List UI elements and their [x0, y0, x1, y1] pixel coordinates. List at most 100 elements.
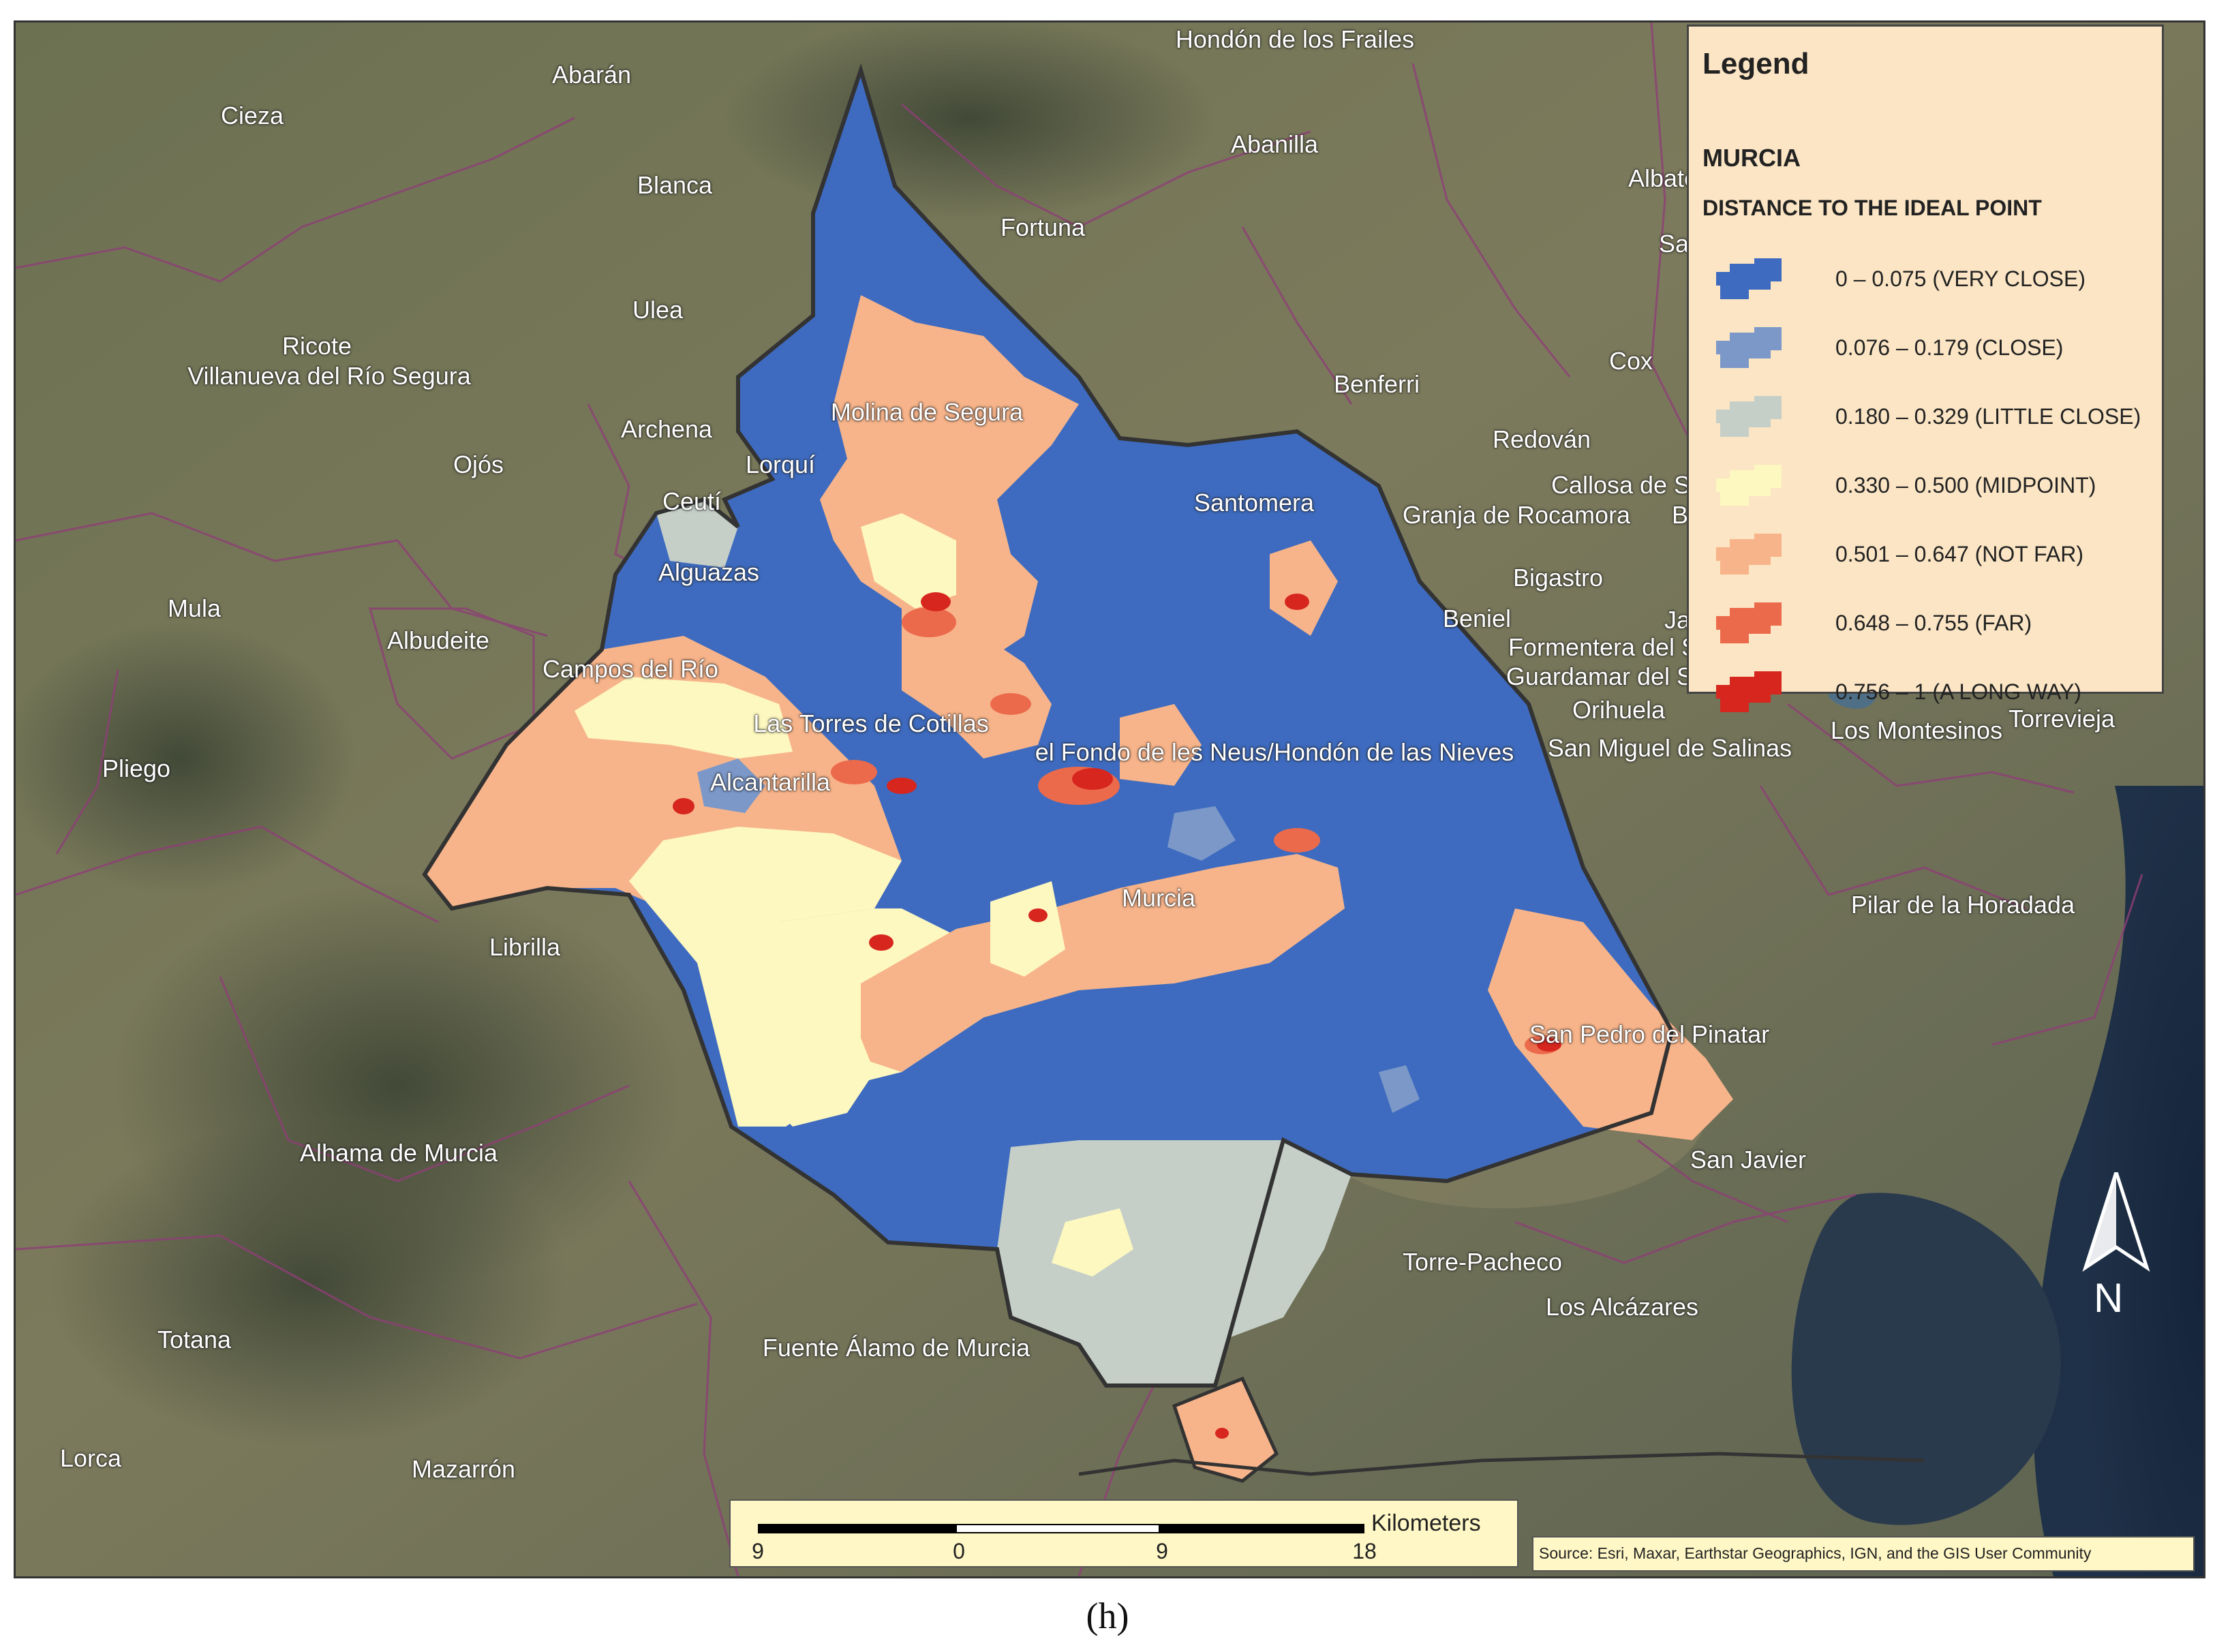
class-midpoint-area: [861, 513, 956, 609]
place-label: Albate: [1628, 164, 1698, 192]
class-midpoint-area: [990, 881, 1065, 977]
place-label: Totana: [157, 1326, 232, 1353]
class-close-patch: [1167, 806, 1236, 861]
legend-swatch: [1716, 534, 1782, 575]
legend-field-name: DISTANCE TO THE IDEAL POINT: [1702, 196, 2042, 220]
place-label: Alhama de Murcia: [299, 1139, 498, 1167]
legend-swatch: [1716, 327, 1782, 368]
terrain-shade: [724, 22, 1215, 220]
scale-bar: 9 0 9 18 Kilometers: [729, 1499, 1518, 1567]
place-label: Albudeite: [386, 626, 490, 654]
place-label: Fortuna: [1000, 213, 1086, 241]
place-label: Molina de Segura: [830, 398, 1024, 426]
place-label: Villanueva del Río Segura: [187, 362, 471, 390]
class-not-far-area: [861, 854, 1345, 1072]
legend-label: 0 – 0.075 (VERY CLOSE): [1835, 266, 2086, 291]
place-label: Mula: [167, 594, 222, 622]
place-label: Ricote: [281, 332, 352, 360]
scale-tick-label: 0: [953, 1539, 965, 1563]
legend-layer-name: MURCIA: [1702, 144, 1801, 172]
place-label: Granja de Rocamora: [1402, 501, 1631, 529]
lagoon: [1791, 1193, 2061, 1525]
place-label: Las Torres de Cotillas: [753, 709, 989, 737]
class-close-patch: [1379, 1065, 1420, 1113]
map-canvas[interactable]: [16, 22, 2203, 1576]
legend-item: 0.076 – 0.179 (CLOSE): [1716, 320, 2152, 375]
place-label: Santomera: [1193, 489, 1315, 517]
scale-tick-label: 9: [752, 1539, 764, 1563]
legend-item: 0.648 – 0.755 (FAR): [1716, 596, 2152, 650]
legend-swatch: [1716, 465, 1782, 506]
place-label: Archena: [620, 415, 713, 443]
class-long-way-patches: [673, 592, 1561, 1439]
place-label: San Javier: [1690, 1146, 1807, 1174]
place-label: Pilar de la Horadada: [1850, 891, 2075, 919]
terrain-shade: [16, 622, 356, 895]
scale-unit-label: Kilometers: [1371, 1510, 1481, 1536]
place-label: Torrevieja: [2008, 705, 2115, 733]
place-label: Lorquí: [745, 450, 816, 478]
legend-swatch: [1716, 396, 1782, 437]
place-label: Fuente Álamo de Murcia: [762, 1334, 1030, 1362]
legend-swatch: [1716, 671, 1782, 712]
legend-item: 0.180 – 0.329 (LITTLE CLOSE): [1716, 389, 2152, 444]
legend-item: 0.330 – 0.500 (MIDPOINT): [1716, 458, 2152, 513]
place-label: Los Alcázares: [1545, 1293, 1699, 1321]
scale-tick-label: 18: [1352, 1539, 1377, 1563]
place-label: San Miguel de Salinas: [1547, 734, 1792, 762]
place-label: Alcantarilla: [709, 768, 831, 796]
legend: Legend MURCIA DISTANCE TO THE IDEAL POIN…: [1687, 25, 2164, 712]
place-label: Abanilla: [1230, 130, 1319, 158]
class-little-close-area: [656, 500, 738, 568]
place-label: Abarán: [551, 61, 632, 89]
legend-swatch: [1716, 258, 1782, 299]
place-label: Librilla: [489, 933, 561, 961]
legend-label: 0.330 – 0.500 (MIDPOINT): [1835, 473, 2096, 498]
place-label: Blanca: [637, 171, 713, 199]
scale-segment: [758, 1524, 956, 1533]
legend-label: 0.648 – 0.755 (FAR): [1835, 611, 2032, 635]
class-midpoint-area: [731, 977, 874, 1127]
place-label: Cox: [1608, 347, 1653, 375]
legend-title: Legend: [1702, 47, 1809, 80]
class-not-far-area: [1270, 540, 1338, 636]
legend-item: 0.756 – 1 (A LONG WAY): [1716, 664, 2152, 719]
place-label: Orihuela: [1572, 696, 1666, 724]
north-arrow: N: [2079, 1166, 2154, 1329]
place-label: Callosa de S: [1550, 471, 1691, 499]
legend-label: 0.180 – 0.329 (LITTLE CLOSE): [1835, 404, 2141, 429]
place-label: Los Montesinos: [1830, 716, 2003, 744]
place-label: Hondón de los Frailes: [1175, 25, 1415, 53]
place-label: Ceutí: [662, 487, 722, 515]
legend-label: 0.756 – 1 (A LONG WAY): [1835, 679, 2082, 704]
legend-label: 0.501 – 0.647 (NOT FAR): [1835, 542, 2084, 566]
class-little-close-area: [997, 1140, 1351, 1386]
figure-caption: (h): [1086, 1595, 1129, 1636]
place-label: Pliego: [102, 754, 171, 782]
legend-label: 0.076 – 0.179 (CLOSE): [1835, 335, 2064, 360]
place-label: Cieza: [220, 102, 284, 129]
class-midpoint-area: [629, 827, 902, 963]
place-label: Campos del Río: [542, 655, 719, 683]
class-midpoint-area: [1052, 1208, 1133, 1276]
place-label: Torre-Pacheco: [1402, 1248, 1563, 1276]
place-label: Bigastro: [1512, 564, 1604, 592]
place-label: el Fondo de les Neus/Hondón de las Nieve…: [1035, 738, 1514, 766]
place-label: Lorca: [59, 1444, 122, 1472]
place-label: Alguazas: [658, 558, 760, 586]
source-attribution: Source: Esri, Maxar, Earthstar Geographi…: [1532, 1536, 2195, 1572]
legend-item: 0 – 0.075 (VERY CLOSE): [1716, 251, 2152, 306]
map-frame[interactable]: [14, 20, 2205, 1578]
place-label: Ojós: [453, 450, 504, 478]
legend-item: 0.501 – 0.647 (NOT FAR): [1716, 527, 2152, 581]
study-area: [422, 63, 1733, 1483]
place-label: Benferri: [1333, 370, 1420, 398]
class-close-patch: [697, 759, 765, 813]
study-area-boundary: [422, 63, 1675, 1388]
place-label: Formentera del S: [1508, 633, 1698, 661]
class-midpoint-area: [575, 677, 793, 759]
scale-segment: [956, 1524, 1160, 1533]
place-label: Ulea: [632, 296, 684, 324]
class-not-far-area: [1120, 704, 1202, 786]
place-label: Murcia: [1121, 884, 1196, 912]
